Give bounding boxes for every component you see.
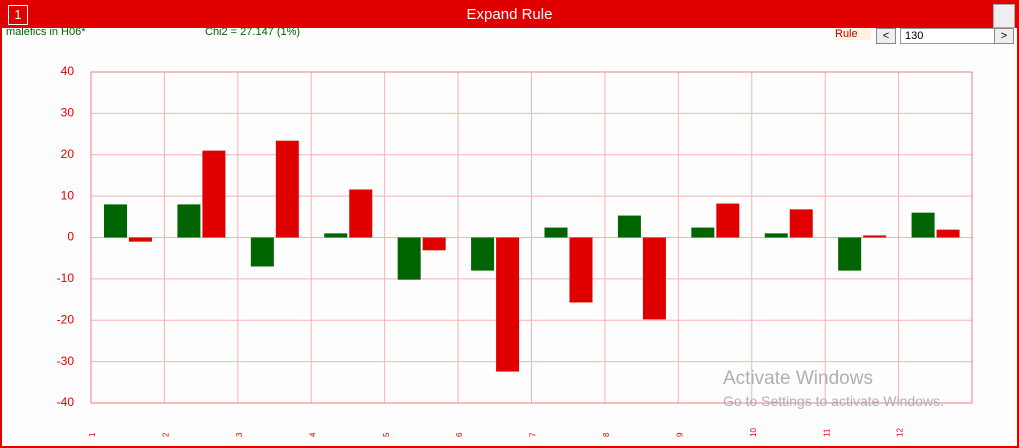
chart-subtitle: Chi2 = 27.147 (1%) (205, 26, 301, 38)
window-title: Expand Rule (466, 6, 553, 23)
y-tick-label: -30 (57, 354, 75, 368)
plot-border (90, 71, 973, 404)
bar (936, 229, 960, 238)
rule-select[interactable]: 130 (900, 28, 996, 44)
bar (764, 233, 788, 238)
bar (642, 237, 666, 320)
x-tick-label: 12 (896, 428, 905, 437)
y-tick-label: 20 (61, 147, 75, 161)
bar (275, 140, 299, 238)
tab-number[interactable]: 1 (8, 5, 28, 25)
x-tick-label: 2 (162, 432, 171, 437)
y-tick-label: 10 (61, 188, 75, 202)
watermark-text: Go to Settings to activate Windows. (723, 393, 944, 409)
prev-button[interactable]: < (876, 28, 896, 44)
bar (324, 233, 348, 238)
bar (177, 204, 201, 238)
bar (838, 237, 862, 271)
bar (496, 237, 520, 372)
bar (422, 237, 446, 251)
bar (911, 212, 935, 238)
title-bar: Expand Rule (2, 2, 1017, 28)
bar (471, 237, 495, 271)
chart-title: malefics in H06* (6, 26, 86, 38)
bar (202, 150, 226, 238)
bar (617, 215, 641, 238)
watermark-title: Activate Windows (723, 368, 873, 389)
y-tick-label: -40 (57, 395, 75, 409)
bar (569, 237, 593, 303)
y-tick-label: 30 (61, 106, 75, 120)
x-tick-label: 11 (822, 428, 831, 437)
next-button[interactable]: > (994, 28, 1014, 44)
x-tick-label: 1 (88, 432, 97, 437)
y-tick-label: 0 (67, 230, 74, 244)
bar (863, 235, 887, 238)
x-tick-label: 6 (455, 432, 464, 437)
bar (129, 237, 152, 242)
bar (250, 237, 274, 267)
bar (544, 227, 568, 238)
y-tick-label: -10 (57, 271, 75, 285)
x-tick-label: 3 (235, 432, 244, 437)
bar (104, 204, 127, 238)
x-tick-label: 10 (749, 428, 758, 437)
x-tick-label: 7 (529, 432, 538, 437)
bar (716, 203, 740, 238)
x-tick-label: 8 (602, 432, 611, 437)
x-tick-label: 4 (308, 432, 317, 437)
bar (349, 189, 373, 238)
window-icon[interactable] (993, 4, 1015, 28)
y-tick-label: 40 (61, 64, 75, 78)
rule-label: Rule (835, 28, 871, 40)
x-tick-label: 5 (382, 432, 391, 437)
bar (789, 209, 813, 238)
x-tick-label: 9 (675, 432, 684, 437)
y-tick-label: -20 (57, 312, 75, 326)
bar (397, 237, 421, 280)
bar (691, 227, 715, 238)
